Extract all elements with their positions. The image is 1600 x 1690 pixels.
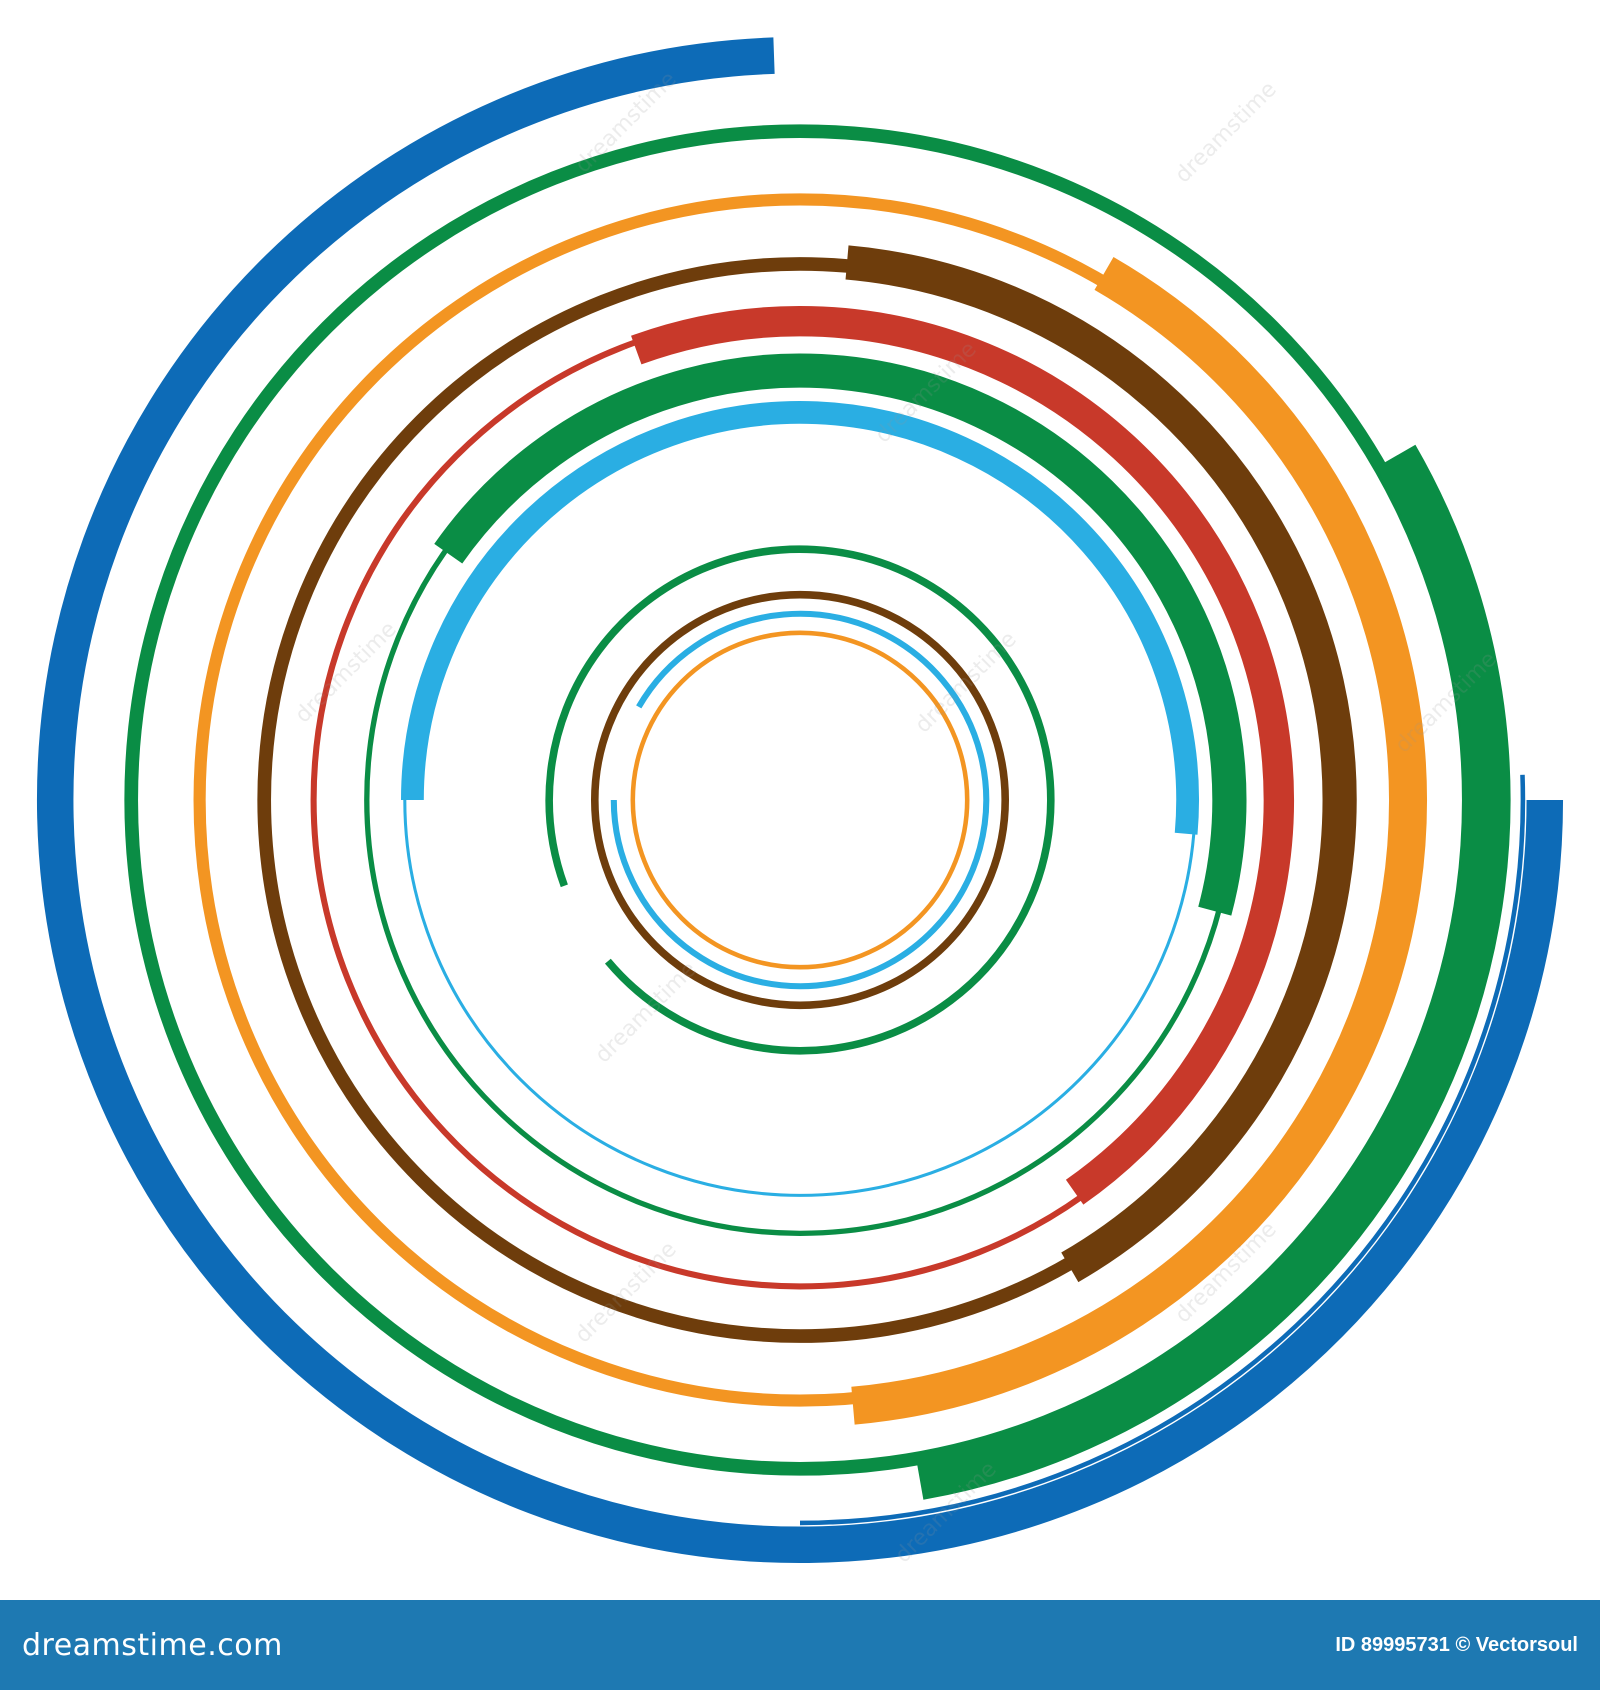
arc-13 [545,545,1055,1055]
arc-thin-0 [799,774,1526,1526]
footer-bar: dreamstime.com ID 89995731 © Vectorsoul [0,1600,1600,1690]
arc-12 [401,401,1199,835]
arcs-canvas [37,37,1564,1564]
image-credit: ID 89995731 © Vectorsoul [1335,1633,1578,1656]
brand-logo-text[interactable]: dreamstime.com [22,1627,283,1663]
arc-2 [915,444,1511,1500]
arc-10 [434,353,1247,916]
arc-0 [37,37,1564,1564]
arc-15 [610,610,990,990]
arc-6 [845,245,1357,1283]
concentric-arcs-artwork [37,37,1564,1564]
arc-4 [851,257,1428,1425]
arc-14 [591,591,1010,1009]
arc-16 [630,630,970,970]
arc-8 [631,306,1294,1205]
